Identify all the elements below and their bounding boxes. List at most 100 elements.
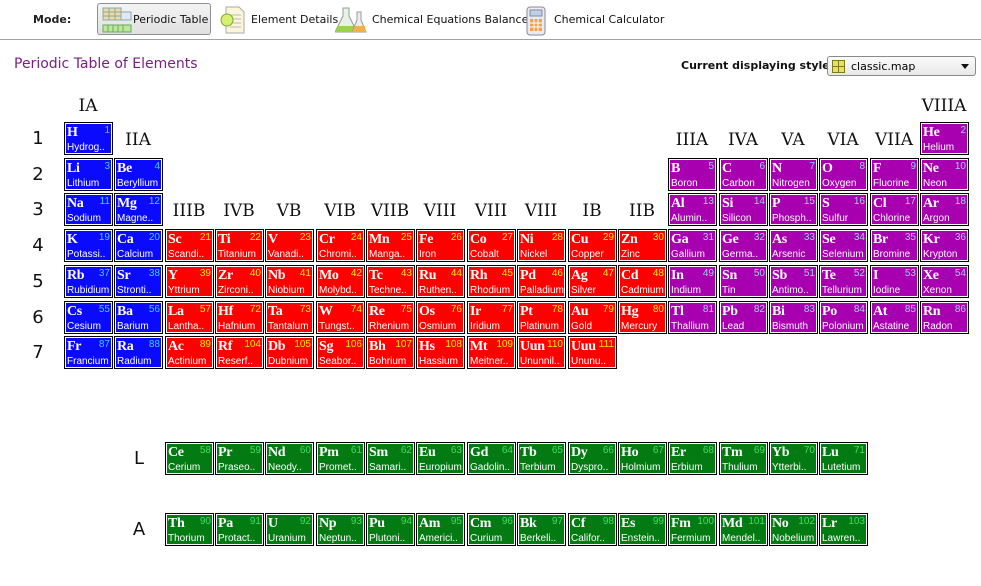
element-cell-au[interactable]: Au 79 Gold	[568, 301, 617, 334]
element-cell-fe[interactable]: Fe 26 Iron	[416, 229, 465, 262]
element-cell-ar[interactable]: Ar 18 Argon	[920, 193, 969, 226]
element-cell-cm[interactable]: Cm 96 Curium	[467, 513, 516, 546]
element-cell-he[interactable]: He 2 Helium	[920, 122, 969, 155]
element-cell-md[interactable]: Md 101 Mendel..	[719, 513, 768, 546]
element-cell-dy[interactable]: Dy 66 Dyspro..	[568, 442, 617, 475]
element-cell-ni[interactable]: Ni 28 Nickel	[517, 229, 566, 262]
element-cell-te[interactable]: Te 52 Tellurium	[819, 265, 868, 298]
mode-element-details-button[interactable]: Element Details	[215, 3, 343, 35]
element-cell-p[interactable]: P 15 Phosph..	[769, 193, 818, 226]
element-cell-tb[interactable]: Tb 65 Terbium	[517, 442, 566, 475]
element-cell-ge[interactable]: Ge 32 Germa..	[719, 229, 768, 262]
element-cell-mn[interactable]: Mn 25 Manga..	[366, 229, 415, 262]
element-cell-co[interactable]: Co 27 Cobalt	[467, 229, 516, 262]
element-cell-li[interactable]: Li 3 Lithium	[64, 158, 113, 191]
element-cell-sr[interactable]: Sr 38 Stronti..	[114, 265, 163, 298]
element-cell-s[interactable]: S 16 Sulfur	[819, 193, 868, 226]
mode-chemical-calculator-button[interactable]: Chemical Calculator	[518, 3, 669, 36]
element-cell-cs[interactable]: Cs 55 Cesium	[64, 301, 113, 334]
element-cell-sc[interactable]: Sc 21 Scandi..	[165, 229, 214, 262]
element-cell-ca[interactable]: Ca 20 Calcium	[114, 229, 163, 262]
element-cell-sm[interactable]: Sm 62 Samari..	[366, 442, 415, 475]
element-cell-ra[interactable]: Ra 88 Radium	[114, 336, 163, 369]
element-cell-bk[interactable]: Bk 97 Berkeli..	[517, 513, 566, 546]
element-cell-gd[interactable]: Gd 64 Gadolin..	[467, 442, 516, 475]
element-cell-xe[interactable]: Xe 54 Xenon	[920, 265, 969, 298]
element-cell-zn[interactable]: Zn 30 Zinc	[618, 229, 667, 262]
element-cell-pa[interactable]: Pa 91 Protact..	[215, 513, 264, 546]
element-cell-ac[interactable]: Ac 89 Actinium	[165, 336, 214, 369]
element-cell-la[interactable]: La 57 Lantha..	[165, 301, 214, 334]
element-cell-pd[interactable]: Pd 46 Palladium	[517, 265, 566, 298]
element-cell-ti[interactable]: Ti 22 Titanium	[215, 229, 264, 262]
element-cell-al[interactable]: Al 13 Alumin..	[668, 193, 717, 226]
element-cell-cu[interactable]: Cu 29 Copper	[568, 229, 617, 262]
element-cell-bi[interactable]: Bi 83 Bismuth	[769, 301, 818, 334]
element-cell-mo[interactable]: Mo 42 Molybd..	[316, 265, 365, 298]
element-cell-v[interactable]: V 23 Vanadi..	[265, 229, 314, 262]
element-cell-am[interactable]: Am 95 Americi..	[416, 513, 465, 546]
element-cell-mg[interactable]: Mg 12 Magne..	[114, 193, 163, 226]
element-cell-u[interactable]: U 92 Uranium	[265, 513, 314, 546]
element-cell-nd[interactable]: Nd 60 Neody..	[265, 442, 314, 475]
element-cell-cd[interactable]: Cd 48 Cadmium	[618, 265, 667, 298]
element-cell-w[interactable]: W 74 Tungst..	[316, 301, 365, 334]
element-cell-zr[interactable]: Zr 40 Zirconi..	[215, 265, 264, 298]
element-cell-sg[interactable]: Sg 106 Seabor..	[316, 336, 365, 369]
element-cell-pu[interactable]: Pu 94 Plutoni..	[366, 513, 415, 546]
element-cell-i[interactable]: I 53 Iodine	[870, 265, 919, 298]
element-cell-n[interactable]: N 7 Nitrogen	[769, 158, 818, 191]
element-cell-pt[interactable]: Pt 78 Platinum	[517, 301, 566, 334]
element-cell-tl[interactable]: Tl 81 Thallium	[668, 301, 717, 334]
element-cell-rb[interactable]: Rb 37 Rubidium	[64, 265, 113, 298]
element-cell-br[interactable]: Br 35 Bromine	[870, 229, 919, 262]
element-cell-re[interactable]: Re 75 Rhenium	[366, 301, 415, 334]
element-cell-er[interactable]: Er 68 Erbium	[668, 442, 717, 475]
mode-periodic-table-button[interactable]: Periodic Table	[97, 3, 211, 35]
element-cell-hs[interactable]: Hs 108 Hassium	[416, 336, 465, 369]
element-cell-se[interactable]: Se 34 Selenium	[819, 229, 868, 262]
element-cell-ta[interactable]: Ta 73 Tantalum	[265, 301, 314, 334]
element-cell-rf[interactable]: Rf 104 Reserf..	[215, 336, 264, 369]
element-cell-hf[interactable]: Hf 72 Hafnium	[215, 301, 264, 334]
element-cell-rh[interactable]: Rh 45 Rhodium	[467, 265, 516, 298]
element-cell-as[interactable]: As 33 Arsenic	[769, 229, 818, 262]
element-cell-os[interactable]: Os 76 Osmium	[416, 301, 465, 334]
element-cell-eu[interactable]: Eu 63 Europium	[416, 442, 465, 475]
element-cell-be[interactable]: Be 4 Beryllium	[114, 158, 163, 191]
element-cell-no[interactable]: No 102 Nobelium	[769, 513, 818, 546]
element-cell-at[interactable]: At 85 Astatine	[870, 301, 919, 334]
element-cell-ba[interactable]: Ba 56 Barium	[114, 301, 163, 334]
element-cell-fm[interactable]: Fm 100 Fermium	[668, 513, 717, 546]
element-cell-tc[interactable]: Tc 43 Techne..	[366, 265, 415, 298]
element-cell-k[interactable]: K 19 Potassi..	[64, 229, 113, 262]
element-cell-h[interactable]: H 1 Hydrog..	[64, 122, 113, 155]
element-cell-uun[interactable]: Uun 110 Ununnil..	[517, 336, 566, 369]
element-cell-lu[interactable]: Lu 71 Lutetium	[819, 442, 868, 475]
element-cell-po[interactable]: Po 84 Polonium	[819, 301, 868, 334]
element-cell-np[interactable]: Np 93 Neptun..	[316, 513, 365, 546]
element-cell-cl[interactable]: Cl 17 Chlorine	[870, 193, 919, 226]
element-cell-ce[interactable]: Ce 58 Cerium	[165, 442, 214, 475]
style-dropdown[interactable]: classic.map	[827, 56, 976, 76]
element-cell-f[interactable]: F 9 Fluorine	[870, 158, 919, 191]
element-cell-b[interactable]: B 5 Boron	[668, 158, 717, 191]
element-cell-fr[interactable]: Fr 87 Francium	[64, 336, 113, 369]
element-cell-yb[interactable]: Yb 70 Ytterbi..	[769, 442, 818, 475]
element-cell-na[interactable]: Na 11 Sodium	[64, 193, 113, 226]
element-cell-tm[interactable]: Tm 69 Thulium	[719, 442, 768, 475]
element-cell-o[interactable]: O 8 Oxygen	[819, 158, 868, 191]
element-cell-sn[interactable]: Sn 50 Tin	[719, 265, 768, 298]
element-cell-mt[interactable]: Mt 109 Meitner..	[467, 336, 516, 369]
element-cell-hg[interactable]: Hg 80 Mercury	[618, 301, 667, 334]
element-cell-lr[interactable]: Lr 103 Lawren..	[819, 513, 868, 546]
element-cell-si[interactable]: Si 14 Silicon	[719, 193, 768, 226]
element-cell-pm[interactable]: Pm 61 Promet..	[316, 442, 365, 475]
element-cell-th[interactable]: Th 90 Thorium	[165, 513, 214, 546]
element-cell-ru[interactable]: Ru 44 Ruthen..	[416, 265, 465, 298]
element-cell-y[interactable]: Y 39 Yttrium	[165, 265, 214, 298]
element-cell-db[interactable]: Db 105 Dubnium	[265, 336, 314, 369]
element-cell-bh[interactable]: Bh 107 Bohrium	[366, 336, 415, 369]
element-cell-ga[interactable]: Ga 31 Gallium	[668, 229, 717, 262]
element-cell-ir[interactable]: Ir 77 Iridium	[467, 301, 516, 334]
